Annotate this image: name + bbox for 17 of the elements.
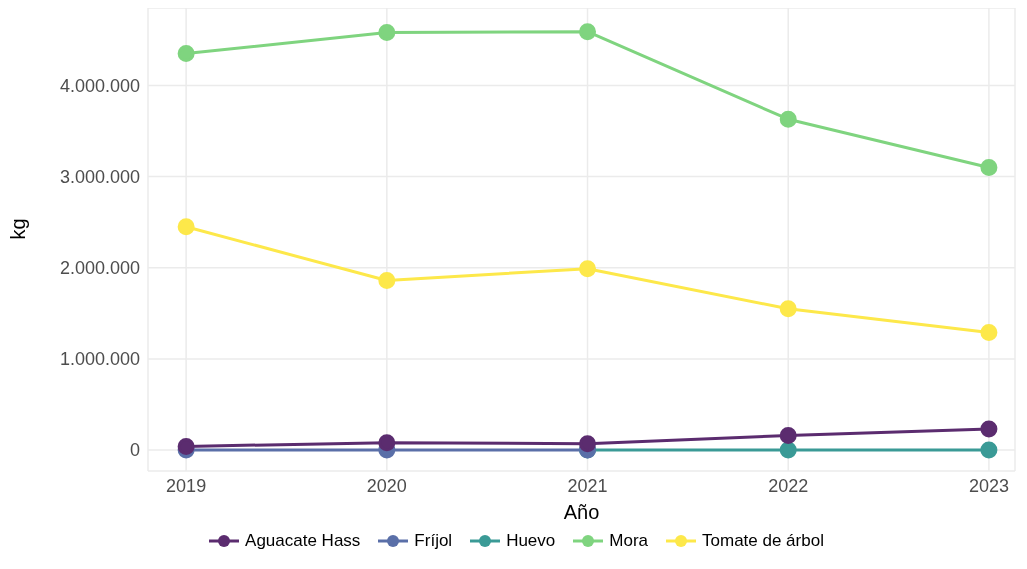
legend-label: Aguacate Hass [245, 531, 361, 551]
x-tick-label: 2022 [768, 475, 809, 496]
x-tick-label: 2021 [567, 475, 608, 496]
y-axis-title: kg [7, 218, 30, 240]
y-tick-label: 2.000.000 [59, 258, 140, 279]
x-axis-title: Año [563, 501, 600, 523]
legend-label: Tomate de árbol [702, 531, 824, 551]
y-tick-label: 1.000.000 [59, 349, 140, 370]
x-tick-label: 2020 [366, 475, 407, 496]
legend-label: Huevo [506, 531, 556, 551]
legend-label: Mora [609, 531, 649, 551]
y-tick-label: 4.000.000 [59, 75, 140, 96]
x-tick-label: 2019 [166, 475, 207, 496]
y-tick-label: 3.000.000 [59, 167, 140, 187]
y-tick-label: 0 [129, 440, 140, 461]
legend-label: Fríjol [414, 531, 453, 551]
x-tick-label: 2023 [968, 475, 1009, 496]
